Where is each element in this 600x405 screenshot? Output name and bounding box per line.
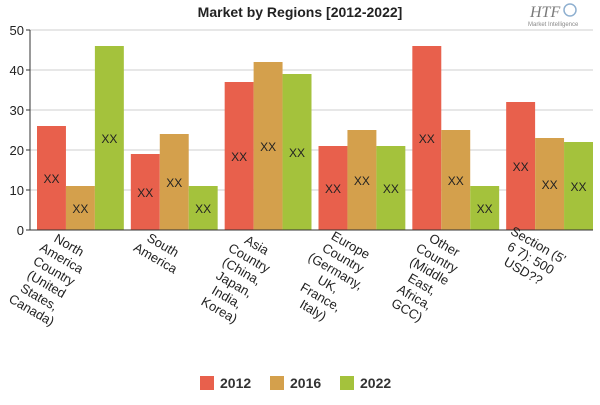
bar-2016-4 xyxy=(441,130,471,230)
legend-swatch xyxy=(270,376,284,390)
bar-2022-0 xyxy=(94,46,124,230)
bar-2016-3 xyxy=(347,130,377,230)
bar-2012-3 xyxy=(318,146,348,230)
y-tick-label: 20 xyxy=(10,143,24,158)
legend-swatch xyxy=(340,376,354,390)
data-label: XX xyxy=(513,160,529,174)
data-label: XX xyxy=(325,182,341,196)
data-label: XX xyxy=(448,174,464,188)
data-label: XX xyxy=(477,202,493,216)
y-tick-label: 10 xyxy=(10,183,24,198)
data-label: XX xyxy=(231,150,247,164)
bar-2012-4 xyxy=(412,46,442,230)
data-label: XX xyxy=(43,172,59,186)
bar-2022-2 xyxy=(282,74,312,230)
data-label: XX xyxy=(101,132,117,146)
legend-label: 2022 xyxy=(360,375,391,391)
data-label: XX xyxy=(383,182,399,196)
bar-2016-2 xyxy=(253,62,283,230)
globe-icon xyxy=(563,3,577,17)
htf-logo: HTF Market Intelligence xyxy=(528,3,579,28)
y-tick-label: 30 xyxy=(10,103,24,118)
bar-2022-4 xyxy=(470,186,500,230)
data-labels-layer: XX XX XX XX XX XX XX XX XX XX XX XX XX XX XX XX XX XX xyxy=(43,132,586,216)
legend: 2012 2016 2022 xyxy=(200,375,391,391)
data-label: XX xyxy=(354,174,370,188)
data-label: XX xyxy=(571,180,587,194)
bars-layer xyxy=(37,46,593,230)
data-label: XX xyxy=(72,202,88,216)
y-tick-label: 40 xyxy=(10,63,24,78)
logo-text: HTF xyxy=(529,4,560,21)
y-tick-label: 50 xyxy=(10,23,24,38)
legend-label: 2012 xyxy=(220,375,251,391)
data-label: XX xyxy=(195,202,211,216)
bar-2016-0 xyxy=(65,186,95,230)
bar-2012-0 xyxy=(37,126,66,230)
data-label: XX xyxy=(542,178,558,192)
legend-swatch xyxy=(200,376,214,390)
bar-2012-2 xyxy=(224,82,254,230)
bar-2022-1 xyxy=(188,186,218,230)
data-label: XX xyxy=(166,176,182,190)
bar-2022-5 xyxy=(564,142,593,230)
bar-2016-5 xyxy=(535,138,565,230)
chart-title: Market by Regions [2012-2022] xyxy=(198,4,403,20)
bar-2016-1 xyxy=(159,134,189,230)
bar-2012-1 xyxy=(130,154,160,230)
legend-label: 2016 xyxy=(290,375,321,391)
bar-2012-5 xyxy=(506,102,536,230)
data-label: XX xyxy=(289,146,305,160)
axis-layer: 0 10 20 30 40 50 NorthAmericaCountry(UnitedSta… xyxy=(6,23,593,329)
bar-2022-3 xyxy=(376,146,406,230)
logo-subtitle: Market Intelligence xyxy=(528,22,579,28)
data-label: XX xyxy=(419,132,435,146)
y-tick-label: 0 xyxy=(17,223,24,238)
data-label: XX xyxy=(260,140,276,154)
data-label: XX xyxy=(137,186,153,200)
